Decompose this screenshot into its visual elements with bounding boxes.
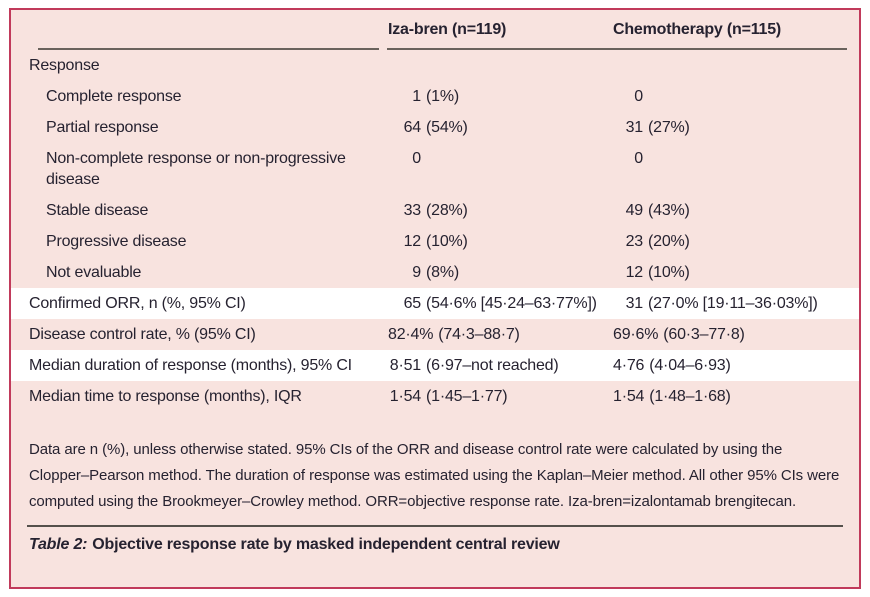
value-detail: (27·0% [19·11–36·03%]) <box>648 295 818 312</box>
value-number: 33 <box>403 202 422 219</box>
chemotherapy-value <box>601 55 859 76</box>
value-detail: (28%) <box>426 202 468 219</box>
row-label: Median time to response (months), IQR <box>29 388 302 405</box>
value-detail: (8%) <box>426 264 459 281</box>
iza-bren-value: 1·54 (1·45–1·77) <box>371 386 601 407</box>
value-detail: (1·48–1·68) <box>649 388 731 405</box>
row-label: Non-complete response or non-progressive… <box>46 150 346 188</box>
iza-bren-value: 64 (54%) <box>371 117 601 138</box>
chemotherapy-value: 0 <box>601 148 859 169</box>
chemotherapy-value: 31 (27·0% [19·11–36·03%]) <box>601 293 859 314</box>
value-detail: (4·04–6·93) <box>649 357 731 374</box>
row-label: Response <box>29 57 100 74</box>
value-number: 31 <box>625 119 644 136</box>
row-label: Complete response <box>46 88 182 105</box>
header-rule-left <box>38 48 379 50</box>
row-label: Partial response <box>46 119 159 136</box>
table-row: Non-complete response or non-progressive… <box>11 143 859 195</box>
table-footnote: Data are n (%), unless otherwise stated.… <box>29 441 840 510</box>
row-label: Confirmed ORR, n (%, 95% CI) <box>29 295 246 312</box>
value-number: 64 <box>403 119 422 136</box>
value-number: 49 <box>625 202 644 219</box>
table-row: Complete response 1 (1%) 0 <box>11 81 859 112</box>
value-number: 1·54 <box>613 388 645 405</box>
column-header-iza-bren: Iza-bren (n=119) <box>388 21 507 38</box>
value-number: 1·54 <box>389 388 421 405</box>
value-number: 0 <box>634 150 643 167</box>
chemotherapy-value: 23 (20%) <box>601 231 859 252</box>
value-number: 12 <box>625 264 644 281</box>
value-detail: (54%) <box>426 119 468 136</box>
table-row: Not evaluable 9 (8%) 12 (10%) <box>11 257 859 288</box>
chemotherapy-value: 49 (43%) <box>601 200 859 221</box>
caption-label: Table 2: <box>29 536 88 553</box>
table-row: Partial response 64 (54%) 31 (27%) <box>11 112 859 143</box>
value-number: 1 <box>412 88 421 105</box>
value-number: 69·6% <box>613 326 659 343</box>
table-caption: Table 2: Objective response rate by maske… <box>11 527 859 554</box>
value-detail: (27%) <box>648 119 690 136</box>
iza-bren-value: 8·51 (6·97–not reached) <box>371 355 601 376</box>
value-detail: (60·3–77·8) <box>663 326 745 343</box>
value-detail: (1·45–1·77) <box>426 388 508 405</box>
value-detail: (1%) <box>426 88 459 105</box>
table-row: Disease control rate, % (95% CI) 82·4% (7… <box>11 319 859 350</box>
iza-bren-value: 1 (1%) <box>371 86 601 107</box>
chemotherapy-value: 4·76 (4·04–6·93) <box>601 355 859 376</box>
value-detail: (74·3–88·7) <box>438 326 520 343</box>
iza-bren-value: 12 (10%) <box>371 231 601 252</box>
chemotherapy-value: 0 <box>601 86 859 107</box>
chemotherapy-value: 31 (27%) <box>601 117 859 138</box>
row-label: Not evaluable <box>46 264 142 281</box>
table-body: Response Complete response 1 (1%) 0 Parti… <box>11 50 859 412</box>
caption-rule <box>27 525 843 527</box>
value-detail: (6·97–not reached) <box>426 357 559 374</box>
value-number: 82·4% <box>388 326 434 343</box>
value-number: 0 <box>634 88 643 105</box>
iza-bren-value: 82·4% (74·3–88·7) <box>371 324 601 345</box>
value-detail: (10%) <box>426 233 468 250</box>
caption-title: Objective response rate by masked indepe… <box>92 536 560 553</box>
table-row: Progressive disease 12 (10%) 23 (20%) <box>11 226 859 257</box>
table-row: Response <box>11 50 859 81</box>
iza-bren-value: 0 <box>371 148 601 169</box>
value-number: 31 <box>625 295 644 312</box>
value-number: 0 <box>412 150 421 167</box>
row-label: Stable disease <box>46 202 149 219</box>
value-number: 4·76 <box>613 357 645 374</box>
chemotherapy-value: 69·6% (60·3–77·8) <box>601 324 859 345</box>
iza-bren-value: 65 (54·6% [45·24–63·77%]) <box>371 293 601 314</box>
table-panel: Iza-bren (n=119) Chemotherapy (n=115) Re… <box>9 8 861 589</box>
row-label: Disease control rate, % (95% CI) <box>29 326 256 343</box>
value-number: 9 <box>412 264 421 281</box>
value-detail: (10%) <box>648 264 690 281</box>
iza-bren-value: 9 (8%) <box>371 262 601 283</box>
value-detail: (43%) <box>648 202 690 219</box>
table-row-highlighted: Confirmed ORR, n (%, 95% CI) 65 (54·6% [4… <box>11 288 859 319</box>
row-label: Progressive disease <box>46 233 187 250</box>
iza-bren-value: 33 (28%) <box>371 200 601 221</box>
value-detail: (54·6% [45·24–63·77%]) <box>426 295 597 312</box>
table-row: Stable disease 33 (28%) 49 (43%) <box>11 195 859 226</box>
value-number: 65 <box>403 295 422 312</box>
table-row: Median time to response (months), IQR 1·… <box>11 381 859 412</box>
iza-bren-value <box>371 55 601 76</box>
value-number: 8·51 <box>389 357 421 374</box>
table-header-row: Iza-bren (n=119) Chemotherapy (n=115) <box>11 10 859 50</box>
header-rule-right <box>387 48 847 50</box>
value-number: 12 <box>403 233 422 250</box>
value-detail: (20%) <box>648 233 690 250</box>
row-label: Median duration of response (months), 95… <box>29 357 352 374</box>
column-header-chemotherapy: Chemotherapy (n=115) <box>613 21 782 38</box>
value-number: 23 <box>625 233 644 250</box>
chemotherapy-value: 12 (10%) <box>601 262 859 283</box>
table-row-highlighted: Median duration of response (months), 95… <box>11 350 859 381</box>
chemotherapy-value: 1·54 (1·48–1·68) <box>601 386 859 407</box>
